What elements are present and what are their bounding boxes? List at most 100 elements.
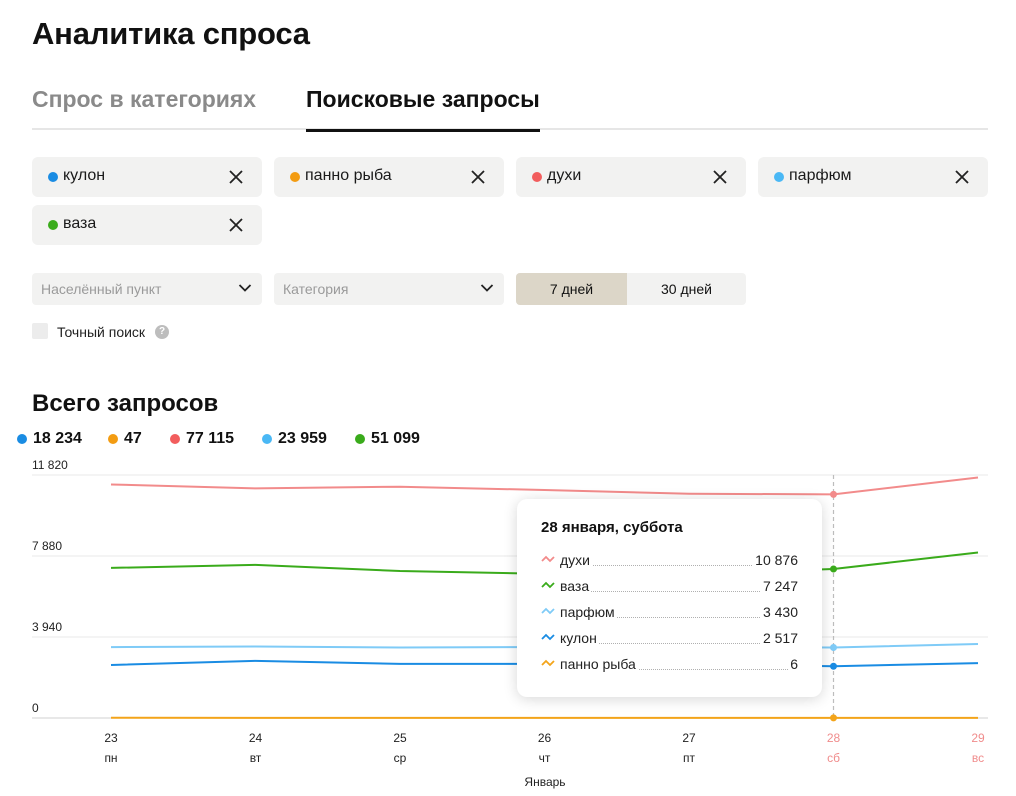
tooltip-series-name: кулон <box>560 630 599 646</box>
series-point-marker <box>830 565 837 573</box>
chip-label: панно рыба <box>305 167 392 184</box>
series-line <box>110 476 979 496</box>
close-icon[interactable] <box>228 169 244 185</box>
x-tick-weekday: чт <box>539 751 551 765</box>
total-value: 18 234 <box>33 430 82 447</box>
x-tick-weekday: ср <box>394 751 407 765</box>
y-tick-label: 0 <box>32 701 39 715</box>
y-tick-label: 11 820 <box>32 460 68 472</box>
query-chip-panno-ryba[interactable]: панно рыба <box>274 157 504 197</box>
series-point-marker <box>830 643 837 651</box>
exact-search-checkbox[interactable] <box>32 323 48 339</box>
tooltip-row: кулон 2 517 <box>541 629 798 647</box>
chip-label: парфюм <box>789 167 852 184</box>
dotted-leader <box>560 565 798 566</box>
series-dot <box>48 220 58 230</box>
close-icon[interactable] <box>954 169 970 185</box>
close-icon[interactable] <box>712 169 728 185</box>
line-series-icon <box>541 659 555 667</box>
tooltip-row: панно рыба 6 <box>541 655 798 673</box>
help-icon[interactable]: ? <box>155 325 169 339</box>
period-7-days-button[interactable]: 7 дней <box>516 273 627 305</box>
page-title: Аналитика спроса <box>32 16 310 51</box>
series-dot <box>262 434 272 444</box>
x-tick-day: 24 <box>249 731 263 745</box>
tooltip-series-name: духи <box>560 552 592 568</box>
tooltip-series-name: парфюм <box>560 604 617 620</box>
x-tick-weekday: сб <box>827 751 840 765</box>
x-tick-day: 25 <box>393 731 407 745</box>
total-queries-title: Всего запросов <box>32 390 219 417</box>
chip-label: кулон <box>63 167 106 184</box>
x-tick-weekday: пт <box>683 751 695 765</box>
category-select[interactable]: Категория <box>274 273 504 305</box>
x-tick-day: 29 <box>971 731 985 745</box>
x-tick-weekday: пн <box>104 751 117 765</box>
chevron-down-icon <box>480 284 494 292</box>
chevron-down-icon <box>238 284 252 292</box>
chip-label: духи <box>547 167 582 184</box>
dotted-leader <box>560 591 798 592</box>
x-tick-day: 23 <box>104 731 118 745</box>
total-value: 51 099 <box>371 430 420 447</box>
series-dot <box>48 172 58 182</box>
series-point-marker <box>830 714 837 722</box>
x-tick-day: 27 <box>682 731 696 745</box>
x-tick-weekday: вт <box>250 751 262 765</box>
chart-tooltip: 28 января, суббота духи 10 876 ваза 7 24… <box>517 499 822 697</box>
close-icon[interactable] <box>470 169 486 185</box>
series-dot <box>17 434 27 444</box>
series-dot <box>170 434 180 444</box>
tooltip-title: 28 января, суббота <box>541 519 683 536</box>
total-value: 77 115 <box>186 430 235 447</box>
y-tick-label: 7 880 <box>32 539 62 553</box>
series-dot <box>532 172 542 182</box>
line-series-icon <box>541 607 555 615</box>
dotted-leader <box>560 617 798 618</box>
tooltip-series-value: 10 876 <box>753 552 798 568</box>
close-icon[interactable] <box>228 217 244 233</box>
dotted-leader <box>560 643 798 644</box>
line-series-icon <box>541 581 555 589</box>
series-point-marker <box>830 490 837 498</box>
tooltip-row: парфюм 3 430 <box>541 603 798 621</box>
city-select[interactable]: Населённый пункт <box>32 273 262 305</box>
tooltip-series-value: 7 247 <box>760 578 798 594</box>
x-axis-label: Январь <box>524 775 565 789</box>
total-value: 47 <box>124 430 142 447</box>
query-chip-dukhi[interactable]: духи <box>516 157 746 197</box>
query-chip-kulon[interactable]: кулон <box>32 157 262 197</box>
chip-label: ваза <box>63 215 97 232</box>
query-chip-parfyum[interactable]: парфюм <box>758 157 988 197</box>
totals-legend: 18 234 47 77 115 23 959 51 099 <box>0 430 1016 452</box>
tooltip-series-name: панно рыба <box>560 656 638 672</box>
total-value: 23 959 <box>278 430 327 447</box>
dotted-leader <box>560 669 798 670</box>
tab-search-queries[interactable]: Поисковые запросы <box>306 86 540 132</box>
query-chip-vaza[interactable]: ваза <box>32 205 262 245</box>
series-dot <box>290 172 300 182</box>
series-dot <box>108 434 118 444</box>
tooltip-row: ваза 7 247 <box>541 577 798 595</box>
tooltip-series-value: 3 430 <box>760 604 798 620</box>
tooltip-series-name: ваза <box>560 578 592 594</box>
city-select-placeholder: Населённый пункт <box>41 281 162 297</box>
period-30-days-button[interactable]: 30 дней <box>661 281 712 297</box>
x-tick-weekday: вс <box>972 751 984 765</box>
tooltip-series-value: 6 <box>788 656 798 672</box>
tooltip-row: духи 10 876 <box>541 551 798 569</box>
tabs-bar: Спрос в категориях Поисковые запросы <box>32 82 988 132</box>
series-point-marker <box>830 662 837 670</box>
line-series-icon <box>541 633 555 641</box>
line-series-icon <box>541 555 555 563</box>
queries-line-chart[interactable]: 0 3 940 7 880 11 820 23 пн 24 вт 25 ср 26 чт 27 пт 28 с… <box>0 460 1016 796</box>
tooltip-series-value: 2 517 <box>760 630 798 646</box>
tab-category-demand[interactable]: Спрос в категориях <box>32 86 257 112</box>
category-select-placeholder: Категория <box>283 281 349 297</box>
period-switch: 7 дней 30 дней <box>516 273 746 305</box>
exact-search-label: Точный поиск <box>57 324 146 340</box>
series-dot <box>774 172 784 182</box>
x-tick-day: 28 <box>827 731 841 745</box>
series-dot <box>355 434 365 444</box>
y-tick-label: 3 940 <box>32 620 62 634</box>
